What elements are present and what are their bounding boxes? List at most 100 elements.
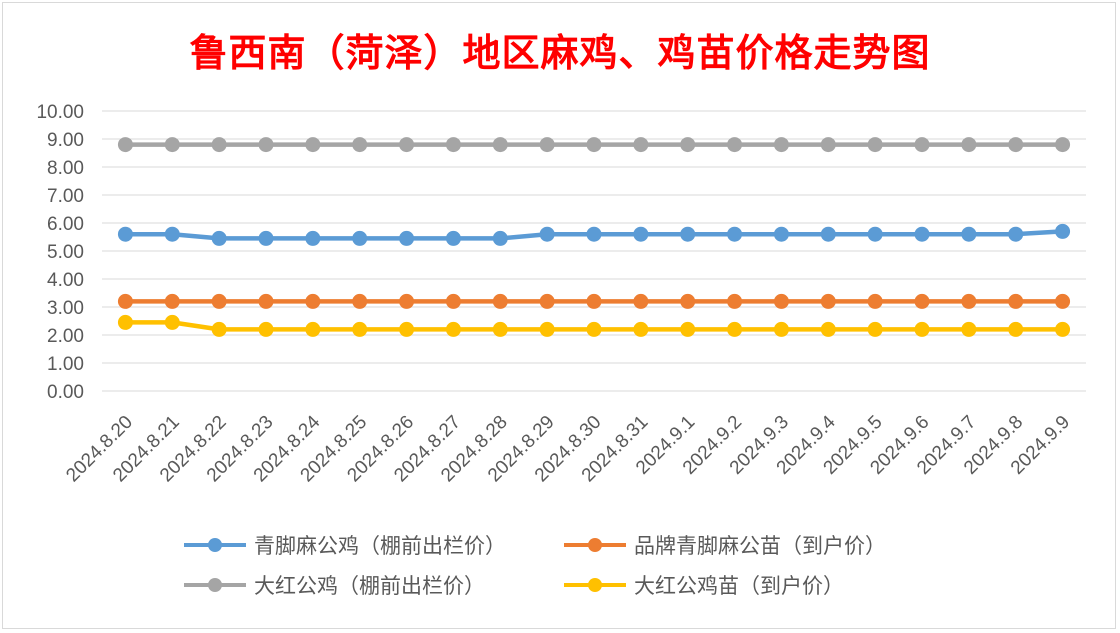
legend-label-series-2: 品牌青脚麻公苗（到户价） bbox=[634, 534, 886, 558]
data-point-series-1 bbox=[117, 226, 133, 242]
legend-item-series-3: 大红公鸡（棚前出栏价） bbox=[180, 572, 560, 598]
data-point-series-1 bbox=[445, 230, 461, 246]
legend-swatch-series-3 bbox=[180, 575, 250, 595]
data-point-series-1 bbox=[305, 230, 321, 246]
data-point-series-3 bbox=[117, 137, 133, 153]
legend: 青脚麻公鸡（棚前出栏价） 品牌青脚麻公苗（到户价） 大红公鸡（棚前出栏价） 大红… bbox=[180, 532, 980, 598]
y-tick-label: 0.00 bbox=[47, 382, 84, 403]
data-point-series-1 bbox=[727, 226, 743, 242]
data-point-series-2 bbox=[633, 293, 649, 309]
data-point-series-1 bbox=[1055, 223, 1071, 239]
data-point-series-3 bbox=[445, 137, 461, 153]
data-point-series-1 bbox=[867, 226, 883, 242]
y-tick-label: 3.00 bbox=[47, 298, 84, 319]
data-point-series-1 bbox=[773, 226, 789, 242]
data-point-series-4 bbox=[352, 321, 368, 337]
data-point-series-1 bbox=[539, 226, 555, 242]
data-point-series-2 bbox=[773, 293, 789, 309]
y-tick-label: 7.00 bbox=[47, 186, 84, 207]
data-point-series-2 bbox=[117, 293, 133, 309]
legend-label-series-3: 大红公鸡（棚前出栏价） bbox=[254, 574, 485, 598]
data-point-series-1 bbox=[492, 230, 508, 246]
data-point-series-2 bbox=[445, 293, 461, 309]
data-point-series-4 bbox=[445, 321, 461, 337]
data-point-series-1 bbox=[586, 226, 602, 242]
data-point-series-4 bbox=[305, 321, 321, 337]
data-point-series-3 bbox=[164, 137, 180, 153]
data-point-series-3 bbox=[492, 137, 508, 153]
data-point-series-1 bbox=[352, 230, 368, 246]
data-point-series-3 bbox=[867, 137, 883, 153]
data-point-series-4 bbox=[117, 314, 133, 330]
data-point-series-4 bbox=[867, 321, 883, 337]
data-point-series-3 bbox=[727, 137, 743, 153]
data-point-series-3 bbox=[773, 137, 789, 153]
data-point-series-2 bbox=[586, 293, 602, 309]
data-point-series-1 bbox=[633, 226, 649, 242]
data-point-series-3 bbox=[399, 137, 415, 153]
data-point-series-4 bbox=[258, 321, 274, 337]
y-tick-label: 5.00 bbox=[47, 242, 84, 263]
data-point-series-2 bbox=[539, 293, 555, 309]
data-point-series-4 bbox=[539, 321, 555, 337]
data-point-series-4 bbox=[211, 321, 227, 337]
y-tick-label: 9.00 bbox=[47, 130, 84, 151]
data-point-series-4 bbox=[773, 321, 789, 337]
data-point-series-3 bbox=[305, 137, 321, 153]
data-point-series-1 bbox=[680, 226, 696, 242]
data-point-series-3 bbox=[211, 137, 227, 153]
data-point-series-4 bbox=[1055, 321, 1071, 337]
y-tick-label: 4.00 bbox=[47, 270, 84, 291]
data-point-series-2 bbox=[492, 293, 508, 309]
data-point-series-3 bbox=[258, 137, 274, 153]
data-point-series-1 bbox=[1008, 226, 1024, 242]
legend-swatch-series-4 bbox=[560, 575, 630, 595]
data-point-series-2 bbox=[727, 293, 743, 309]
legend-item-series-1: 青脚麻公鸡（棚前出栏价） bbox=[180, 532, 560, 558]
data-point-series-4 bbox=[961, 321, 977, 337]
legend-item-series-4: 大红公鸡苗（到户价） bbox=[560, 572, 980, 598]
data-point-series-3 bbox=[820, 137, 836, 153]
y-tick-label: 6.00 bbox=[47, 214, 84, 235]
data-point-series-2 bbox=[352, 293, 368, 309]
data-point-series-1 bbox=[914, 226, 930, 242]
data-point-series-4 bbox=[914, 321, 930, 337]
data-point-series-3 bbox=[680, 137, 696, 153]
data-point-series-4 bbox=[399, 321, 415, 337]
data-point-series-2 bbox=[1008, 293, 1024, 309]
data-point-series-3 bbox=[352, 137, 368, 153]
data-point-series-1 bbox=[961, 226, 977, 242]
y-tick-label: 2.00 bbox=[47, 326, 84, 347]
data-point-series-2 bbox=[820, 293, 836, 309]
legend-label-series-1: 青脚麻公鸡（棚前出栏价） bbox=[254, 534, 506, 558]
data-point-series-4 bbox=[633, 321, 649, 337]
data-point-series-2 bbox=[961, 293, 977, 309]
data-point-series-4 bbox=[680, 321, 696, 337]
data-point-series-2 bbox=[914, 293, 930, 309]
y-tick-label: 8.00 bbox=[47, 158, 84, 179]
data-point-series-2 bbox=[211, 293, 227, 309]
legend-swatch-series-2 bbox=[560, 535, 630, 555]
data-point-series-4 bbox=[586, 321, 602, 337]
data-point-series-2 bbox=[258, 293, 274, 309]
data-point-series-1 bbox=[164, 226, 180, 242]
data-point-series-4 bbox=[164, 314, 180, 330]
data-point-series-3 bbox=[633, 137, 649, 153]
data-point-series-3 bbox=[914, 137, 930, 153]
chart-title: 鲁西南（菏泽）地区麻鸡、鸡苗价格走势图 bbox=[189, 30, 931, 75]
legend-swatch-series-1 bbox=[180, 535, 250, 555]
data-point-series-3 bbox=[1055, 137, 1071, 153]
data-point-series-4 bbox=[1008, 321, 1024, 337]
data-point-series-4 bbox=[727, 321, 743, 337]
data-point-series-3 bbox=[1008, 137, 1024, 153]
data-point-series-3 bbox=[961, 137, 977, 153]
data-point-series-1 bbox=[258, 230, 274, 246]
y-tick-label: 1.00 bbox=[47, 354, 84, 375]
data-point-series-3 bbox=[586, 137, 602, 153]
legend-label-series-4: 大红公鸡苗（到户价） bbox=[634, 574, 844, 598]
data-point-series-2 bbox=[680, 293, 696, 309]
data-point-series-4 bbox=[492, 321, 508, 337]
legend-item-series-2: 品牌青脚麻公苗（到户价） bbox=[560, 532, 980, 558]
